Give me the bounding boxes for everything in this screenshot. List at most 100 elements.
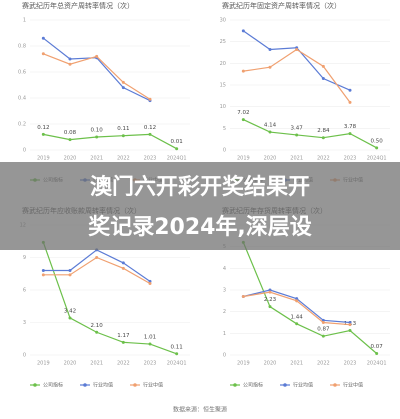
x-tick-label: 2023 xyxy=(344,361,357,367)
point xyxy=(268,47,272,51)
legend-dot xyxy=(83,383,87,387)
point xyxy=(348,323,352,327)
banner-text: 奖记录2024年,深层设 xyxy=(88,214,312,240)
x-tick-label: 2019 xyxy=(237,361,250,367)
x-tick-label: 2020 xyxy=(264,361,277,367)
data-label: 3.42 xyxy=(64,308,76,314)
y-tick-label: 25 xyxy=(220,39,226,45)
data-label: 0.07 xyxy=(371,344,384,350)
point xyxy=(41,273,45,277)
point xyxy=(121,80,125,84)
legend-label: 行业均值 xyxy=(93,382,113,389)
point xyxy=(375,146,379,150)
y-tick-label: 10 xyxy=(220,104,226,110)
y-tick-label: 9 xyxy=(23,255,26,261)
x-tick-label: 2019 xyxy=(37,361,50,367)
legend-label: 公司指标 xyxy=(43,382,63,389)
x-tick-label: 2024Q1 xyxy=(367,361,387,367)
y-tick-label: 0 xyxy=(23,148,26,154)
data-label: 2.84 xyxy=(317,128,330,134)
series-line xyxy=(43,249,151,282)
y-tick-label: 1 xyxy=(23,18,26,24)
x-tick-label: 2019 xyxy=(237,156,250,162)
y-tick-label: 0 xyxy=(223,353,226,359)
data-label: 3.78 xyxy=(344,124,357,130)
data-label: 3.47 xyxy=(291,125,304,131)
point xyxy=(175,147,179,151)
y-tick-label: 20 xyxy=(220,61,226,67)
y-tick-label: 0 xyxy=(23,353,26,359)
point xyxy=(148,279,152,283)
y-tick-label: 0.2 xyxy=(18,122,26,128)
x-tick-label: 2021 xyxy=(290,361,303,367)
point xyxy=(375,351,379,355)
point xyxy=(175,352,179,356)
y-tick-label: 0 xyxy=(223,148,226,154)
x-tick-label: 2020 xyxy=(264,156,277,162)
x-tick-label: 2023 xyxy=(144,156,157,162)
banner-text: 澳门六开彩开奖结果开 xyxy=(90,174,310,200)
point xyxy=(95,330,99,334)
point xyxy=(321,136,325,140)
point xyxy=(121,134,125,138)
y-tick-label: 3 xyxy=(223,288,226,294)
source: 数据来源：恒生聚源 xyxy=(173,406,227,414)
point xyxy=(321,318,325,322)
legend-label: 行业中值 xyxy=(343,382,363,389)
data-label: 2.10 xyxy=(91,323,104,329)
series-line xyxy=(242,242,378,354)
y-tick-label: 0.6 xyxy=(18,70,26,76)
data-label: 0.87 xyxy=(317,327,330,333)
point xyxy=(68,316,72,320)
point xyxy=(68,138,72,142)
data-label: 2.23 xyxy=(264,297,277,303)
point xyxy=(295,47,299,51)
x-tick-label: 2020 xyxy=(64,361,77,367)
point xyxy=(121,340,125,344)
chart-title: 赛武纪历年固定资产周转率情况（次） xyxy=(222,1,341,10)
y-tick-label: 1 xyxy=(223,331,226,337)
point xyxy=(68,269,72,272)
point xyxy=(121,266,125,270)
point xyxy=(295,299,299,303)
legend-label: 公司指标 xyxy=(243,382,263,389)
data-label: 1.17 xyxy=(117,333,130,339)
point xyxy=(68,62,72,66)
x-tick-label: 2022 xyxy=(117,361,130,367)
series-line xyxy=(42,37,151,102)
point xyxy=(68,273,72,277)
data-label: 0.11 xyxy=(171,344,183,350)
point xyxy=(41,52,45,56)
data-label: 4.14 xyxy=(264,123,277,129)
point xyxy=(95,54,99,58)
series-line xyxy=(243,119,377,149)
y-tick-label: 5 xyxy=(223,126,226,132)
legend-dot xyxy=(333,383,337,387)
x-tick-label: 2024Q1 xyxy=(167,361,187,367)
x-tick-label: 2020 xyxy=(64,156,77,162)
point xyxy=(348,100,352,104)
point xyxy=(148,97,152,101)
banner-bg xyxy=(0,162,400,250)
series-line xyxy=(42,242,177,355)
legend-dot xyxy=(233,383,237,387)
x-tick-label: 2022 xyxy=(117,156,130,162)
point xyxy=(95,135,99,139)
point xyxy=(321,64,325,68)
point xyxy=(295,133,299,137)
point xyxy=(268,305,272,309)
x-tick-label: 2021 xyxy=(90,361,103,367)
legend-dot xyxy=(283,383,287,387)
point xyxy=(148,282,152,285)
data-label: 0.12 xyxy=(37,125,49,131)
data-label: 0.11 xyxy=(117,126,129,132)
point xyxy=(241,295,245,298)
legend-label: 行业均值 xyxy=(293,382,313,389)
point xyxy=(241,118,245,122)
x-tick-label: 2019 xyxy=(37,156,50,162)
point xyxy=(348,329,352,333)
x-tick-label: 2023 xyxy=(144,361,157,367)
point xyxy=(348,88,352,92)
